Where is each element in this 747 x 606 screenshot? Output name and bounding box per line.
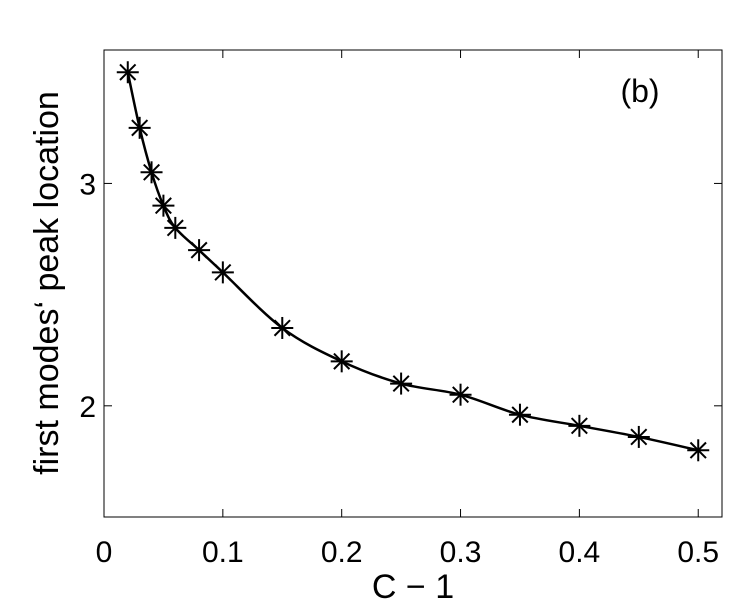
x-axis-title: C − 1: [372, 568, 454, 606]
plot-frame: [103, 49, 723, 518]
y-tick-label: 3: [79, 168, 96, 201]
x-tick-label: 0.3: [440, 536, 482, 569]
data-point: [390, 372, 413, 395]
axis-ticks: [103, 50, 722, 517]
x-tick-label: 0: [96, 536, 113, 569]
x-tick-label: 0.5: [677, 536, 719, 569]
data-point: [627, 425, 650, 448]
data-point: [116, 61, 139, 84]
axis-tick-labels: 0 0.1 0.2 0.3 0.4 0.5 2 3: [79, 168, 719, 569]
data-point: [271, 316, 294, 339]
data-point: [508, 403, 531, 426]
x-tick-label: 0.1: [202, 536, 244, 569]
data-point: [568, 414, 591, 437]
data-point: [687, 439, 710, 462]
y-tick-label: 2: [79, 391, 96, 424]
data-point: [152, 194, 175, 217]
data-point: [128, 116, 151, 139]
y-axis-title: first modes‘ peak location: [28, 91, 66, 475]
series-line: [126, 71, 699, 452]
data-point: [140, 161, 163, 184]
x-tick-label: 0.2: [321, 536, 363, 569]
data-point: [449, 383, 472, 406]
data-point: [211, 261, 234, 284]
data-point: [164, 216, 187, 239]
data-point: [330, 350, 353, 373]
panel-label: (b): [620, 73, 659, 109]
series-markers: [116, 61, 710, 462]
data-point: [188, 239, 211, 262]
x-tick-label: 0.4: [559, 536, 601, 569]
